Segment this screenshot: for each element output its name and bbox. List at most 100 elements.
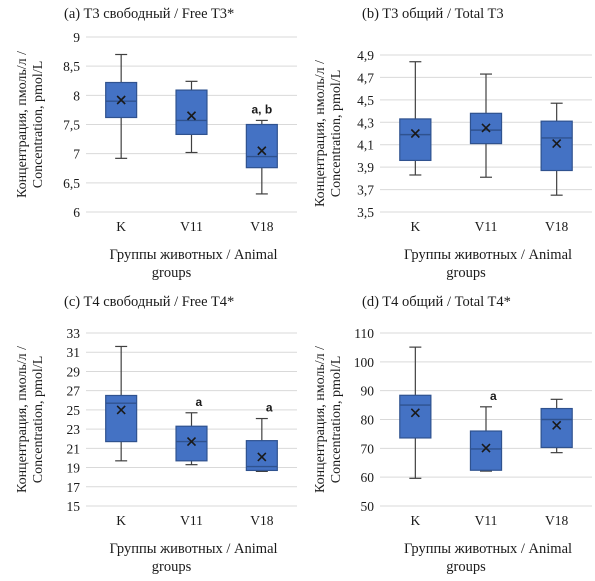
box-body (399, 118, 432, 162)
chart-title: (c) T4 свободный / Free T4* (64, 294, 234, 310)
y-axis-label-line: Концентрация, нмоль/л / (313, 346, 328, 493)
chart-panel-2: (b) T3 общий / Total T3 3,5 3,7 3,9 4,1 4,3 4,… (313, 6, 592, 281)
y-tick-label: 110 (354, 326, 374, 341)
box-body (469, 430, 503, 471)
mean-marker (116, 95, 126, 105)
y-axis-label-line: Концентрация, пмоль/л / (15, 346, 30, 493)
y-tick-label: 4,9 (357, 48, 374, 63)
x-axis-label: groups (446, 265, 486, 281)
box-body (175, 89, 208, 136)
y-tick-label: 25 (67, 403, 81, 418)
x-axis-label: Группы животных / Animal (109, 247, 277, 263)
mean-marker (552, 420, 562, 430)
mean-marker (481, 443, 491, 453)
x-tick-label: V11 (180, 219, 203, 234)
x-tick-label: K (116, 219, 126, 234)
box-body (399, 394, 432, 439)
y-tick-label: 8 (73, 88, 80, 103)
y-axis-label: Концентрация, пмоль/л /Concentration, pm… (15, 346, 46, 493)
y-tick-label: 15 (67, 499, 81, 514)
x-tick-label: K (116, 513, 126, 528)
x-axis-label: Группы животных / Animal (404, 247, 572, 263)
box-body (245, 123, 278, 169)
mean-marker (116, 405, 126, 415)
box-V11: a (175, 395, 208, 466)
box-K (105, 345, 138, 462)
mean-marker (186, 111, 197, 121)
x-tick-label: V11 (475, 219, 498, 234)
x-tick-label: V18 (545, 513, 568, 528)
box-body (175, 425, 208, 462)
significance-annotation: a (196, 395, 203, 409)
x-axis-label: Группы животных / Animal (109, 541, 277, 557)
mean-marker (552, 139, 562, 149)
box-K (399, 61, 432, 176)
mean-marker (410, 128, 420, 139)
y-axis-label: Концентрация, нмоль/л /Concentration, pm… (313, 346, 344, 493)
y-tick-label: 7 (73, 147, 80, 162)
y-axis-label-line: Concentration, pmol/L (31, 356, 46, 484)
y-tick-label: 33 (67, 326, 81, 341)
y-tick-label: 9 (73, 30, 80, 45)
chart-panel-4: (d) T4 общий / Total T4* 50 60 70 80 90 100 110… (313, 294, 592, 575)
box-body (540, 120, 573, 172)
x-tick-label: V18 (545, 219, 568, 234)
mean-marker (410, 408, 420, 418)
x-axis-label: groups (152, 559, 192, 575)
box-V18: a (245, 401, 278, 472)
y-tick-label: 17 (67, 480, 81, 495)
y-axis-label-line: Концентрация, пмоль/л / (15, 51, 30, 198)
y-axis-label-line: Концентрация, нмоль/л / (313, 60, 328, 207)
chart-title: (d) T4 общий / Total T4* (362, 294, 511, 310)
y-axis-label: Концентрация, пмоль/л /Concentration, pm… (15, 51, 46, 198)
box-body (245, 440, 278, 472)
x-tick-label: V11 (180, 513, 203, 528)
box-V11: a (469, 389, 503, 472)
y-tick-label: 27 (67, 384, 81, 399)
mean-marker (257, 452, 267, 462)
y-tick-label: 6,5 (63, 176, 80, 191)
y-tick-label: 90 (361, 384, 375, 399)
significance-annotation: a (266, 401, 273, 415)
box-body (105, 394, 138, 443)
y-tick-label: 31 (67, 345, 81, 360)
box-V18: a, b (245, 102, 278, 195)
y-tick-label: 4,5 (357, 93, 374, 108)
x-axis-label: groups (152, 265, 192, 281)
y-axis-label-line: Concentration, pmol/L (329, 356, 344, 484)
chart-panel-1: (a) T3 свободный / Free T3* 6 6,5 7 7,5 8 8,5 9… (15, 6, 297, 281)
y-tick-label: 60 (361, 470, 375, 485)
x-tick-label: K (410, 219, 420, 234)
y-tick-label: 4,1 (357, 138, 374, 153)
x-axis-label: Группы животных / Animal (404, 541, 572, 557)
box-V11 (175, 80, 208, 154)
x-tick-label: K (410, 513, 420, 528)
y-axis-label-line: Concentration, pmol/L (329, 70, 344, 198)
box-V18 (540, 398, 573, 454)
box-K (399, 346, 432, 479)
mean-marker (257, 146, 267, 156)
mean-marker (186, 437, 197, 447)
y-tick-label: 29 (67, 364, 81, 379)
y-tick-label: 3,7 (357, 183, 374, 198)
chart-title: (a) T3 свободный / Free T3* (64, 6, 234, 22)
mean-marker (481, 123, 491, 133)
y-tick-label: 19 (67, 461, 81, 476)
y-tick-label: 6 (73, 205, 80, 220)
box-K (105, 53, 138, 159)
y-tick-label: 50 (361, 499, 375, 514)
significance-annotation: a (490, 389, 497, 403)
significance-annotation: a, b (251, 102, 272, 116)
y-tick-label: 7,5 (63, 118, 80, 133)
y-tick-label: 80 (361, 413, 375, 428)
y-tick-label: 23 (67, 422, 81, 437)
y-tick-label: 21 (67, 441, 81, 456)
chart-panel-3: (c) T4 свободный / Free T4* 15 17 19 21 23 25 2… (15, 294, 297, 575)
y-tick-label: 100 (354, 355, 375, 370)
x-tick-label: V18 (250, 219, 273, 234)
box-V11 (469, 73, 503, 178)
y-axis-label-line: Concentration, pmol/L (31, 61, 46, 189)
y-tick-label: 70 (361, 441, 375, 456)
chart-title: (b) T3 общий / Total T3 (362, 6, 504, 22)
